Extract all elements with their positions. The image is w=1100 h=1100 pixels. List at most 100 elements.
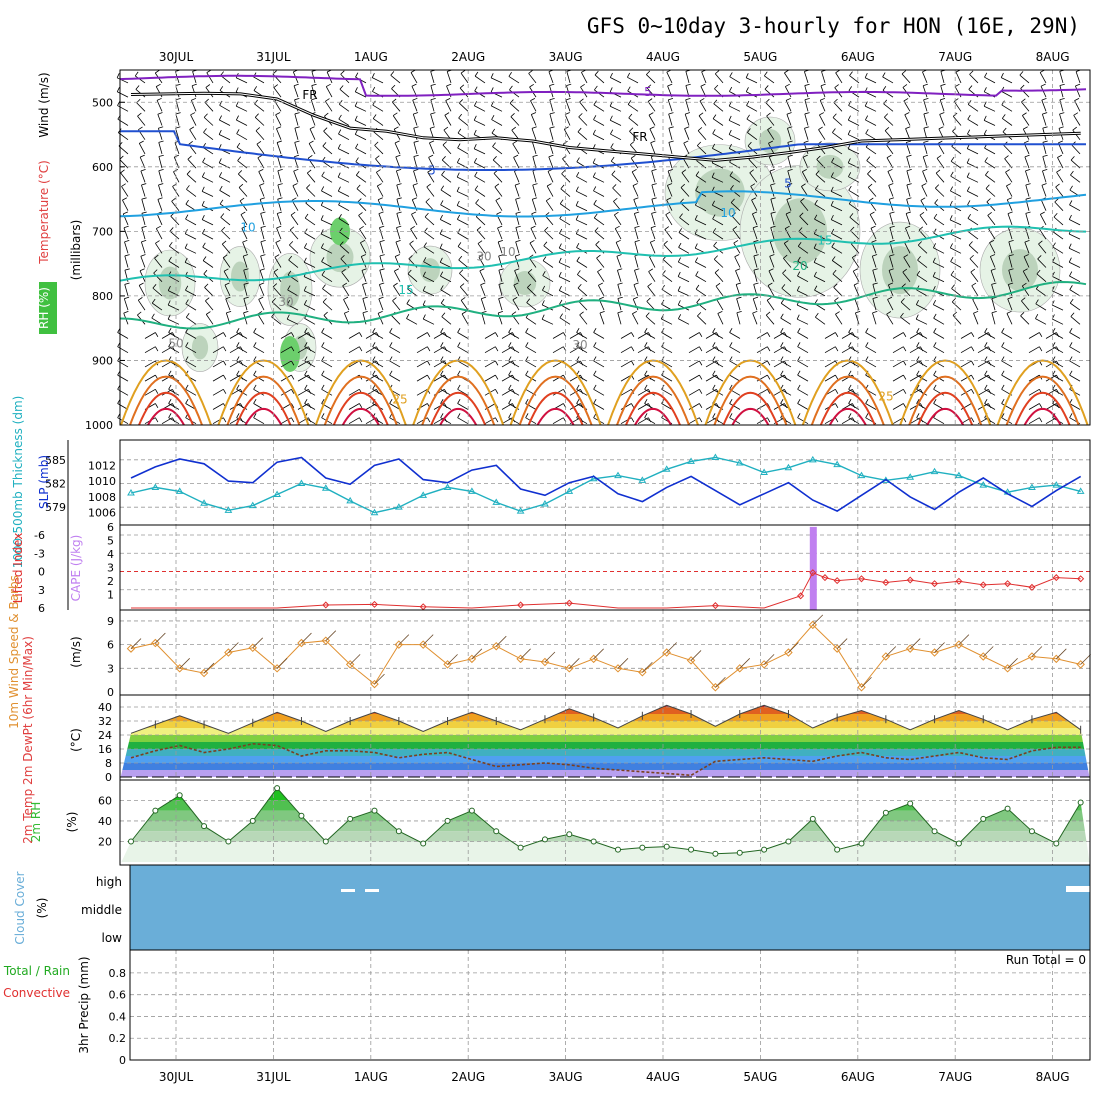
wind-barb — [320, 233, 333, 240]
wind-barb-flag — [715, 282, 721, 287]
wind-barb — [715, 285, 724, 297]
wind-barb — [813, 262, 826, 268]
wind-barb — [406, 318, 418, 325]
wind-barb-flag — [699, 360, 703, 366]
wind-barb — [255, 130, 265, 140]
wind-barb-flag — [1001, 100, 1005, 106]
wind-barb — [644, 374, 656, 382]
wind-barb-flag — [731, 212, 736, 217]
wind-barb — [850, 230, 860, 240]
wind-barb-flag — [204, 98, 209, 103]
wind10m-barb — [1007, 658, 1018, 669]
rh2m-point — [444, 817, 451, 824]
wind-barb-flag — [440, 285, 444, 290]
wind-barb — [136, 102, 146, 112]
wind-barb-flag — [446, 83, 452, 87]
wind-barb-flag — [566, 83, 572, 87]
wind-barb-flag — [457, 214, 461, 220]
wind-barb — [189, 129, 197, 140]
wind-barb — [395, 156, 401, 169]
wind-barb — [831, 233, 843, 240]
wind-barb-flag — [372, 86, 376, 92]
temp-contour-warm — [722, 391, 779, 426]
wind10m-barb — [739, 658, 751, 669]
wind-barb-flag — [984, 384, 988, 390]
wind-barb — [892, 360, 904, 368]
wind-barb-flag — [1019, 71, 1024, 76]
wind-barb-flag — [223, 332, 227, 338]
wind-barb — [440, 360, 452, 368]
wind-barb-flag — [560, 184, 565, 190]
wind-barb — [184, 262, 197, 268]
wind-barb-flag — [304, 228, 308, 234]
wind-barb-flag — [631, 332, 635, 338]
wind-barb-flag — [492, 156, 497, 161]
wind-barb-flag — [379, 268, 385, 271]
wind-barb-flag — [677, 286, 681, 292]
wind10m-barb — [325, 630, 337, 641]
wind-barb — [819, 114, 826, 126]
wind-barb-flag — [260, 225, 266, 228]
wind-barb — [169, 245, 180, 254]
wind-barb-flag — [1007, 197, 1013, 201]
wind-barb — [917, 259, 928, 268]
wind-barb-flag — [983, 87, 987, 92]
wind-barb-flag — [814, 299, 818, 304]
lifted-index-point — [797, 592, 805, 600]
wind-barb-flag — [260, 254, 266, 257]
wind-barb-flag — [549, 112, 555, 115]
wind-barb-flag — [797, 256, 801, 262]
wind-barb — [552, 346, 564, 354]
axis-label-wind10m-unit: (m/s) — [69, 636, 83, 667]
wind-barb — [322, 301, 333, 311]
wind-barb-flag — [124, 239, 130, 243]
wind-barb — [1025, 213, 1030, 226]
wind-barb — [950, 247, 962, 254]
wind-barb-flag — [729, 413, 733, 418]
wind-barb — [865, 332, 877, 339]
wind-barb — [864, 77, 877, 84]
wind-barb-flag — [767, 282, 773, 286]
wind-barb-flag — [1040, 211, 1045, 215]
thickness-point — [321, 484, 330, 491]
wind-barb — [185, 332, 197, 339]
wind-barb-flag — [576, 157, 580, 162]
cape-tick-label: 6 — [107, 521, 114, 534]
wind-barb-flag — [651, 197, 657, 200]
rh2m-point — [858, 840, 865, 847]
wind-barb-flag — [514, 183, 520, 186]
wind-barb-flag — [1052, 242, 1056, 248]
wind-barb — [917, 244, 928, 254]
wind-barb — [848, 417, 860, 425]
wind-barb-flag — [1069, 327, 1073, 333]
rh-shade-50 — [280, 271, 300, 308]
wind-barb-flag — [355, 170, 360, 176]
wind-barb — [508, 76, 520, 84]
wind10m-barb — [861, 676, 872, 688]
wind-barb-flag — [887, 296, 893, 300]
wind-barb-flag — [1001, 398, 1005, 404]
wind-barb-flag — [474, 71, 479, 77]
rh2m-point — [541, 836, 548, 843]
wind-barb-flag — [439, 214, 443, 220]
wind-barb-flag — [135, 85, 140, 90]
wind-barb-flag — [663, 240, 668, 245]
wind-barb-flag — [237, 156, 242, 161]
wind-barb-flag — [668, 126, 674, 129]
wind-barb-flag — [695, 171, 700, 176]
wind-barb — [919, 214, 928, 226]
wind-barb — [221, 243, 231, 254]
wind-barb — [457, 246, 469, 254]
wind-barb-flag — [865, 115, 869, 121]
wind-barb — [441, 174, 452, 183]
wind-barb — [835, 72, 843, 84]
temp-band — [120, 728, 1090, 735]
wind-barb — [848, 360, 860, 368]
wind-barb-flag — [423, 242, 427, 248]
wind-barb-flag — [457, 128, 462, 134]
wind-barb — [831, 161, 843, 169]
wind-barb-flag — [480, 282, 486, 286]
wind-barb — [902, 271, 911, 282]
wind-barb-flag — [986, 198, 991, 203]
wind-barb-flag — [140, 254, 146, 257]
